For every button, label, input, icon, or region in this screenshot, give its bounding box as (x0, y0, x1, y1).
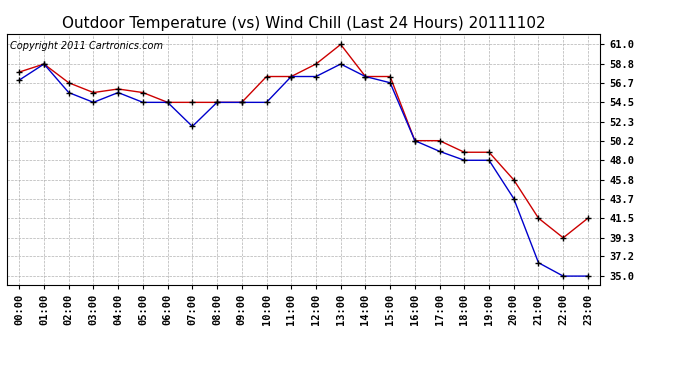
Title: Outdoor Temperature (vs) Wind Chill (Last 24 Hours) 20111102: Outdoor Temperature (vs) Wind Chill (Las… (62, 16, 545, 31)
Text: Copyright 2011 Cartronics.com: Copyright 2011 Cartronics.com (10, 41, 163, 51)
